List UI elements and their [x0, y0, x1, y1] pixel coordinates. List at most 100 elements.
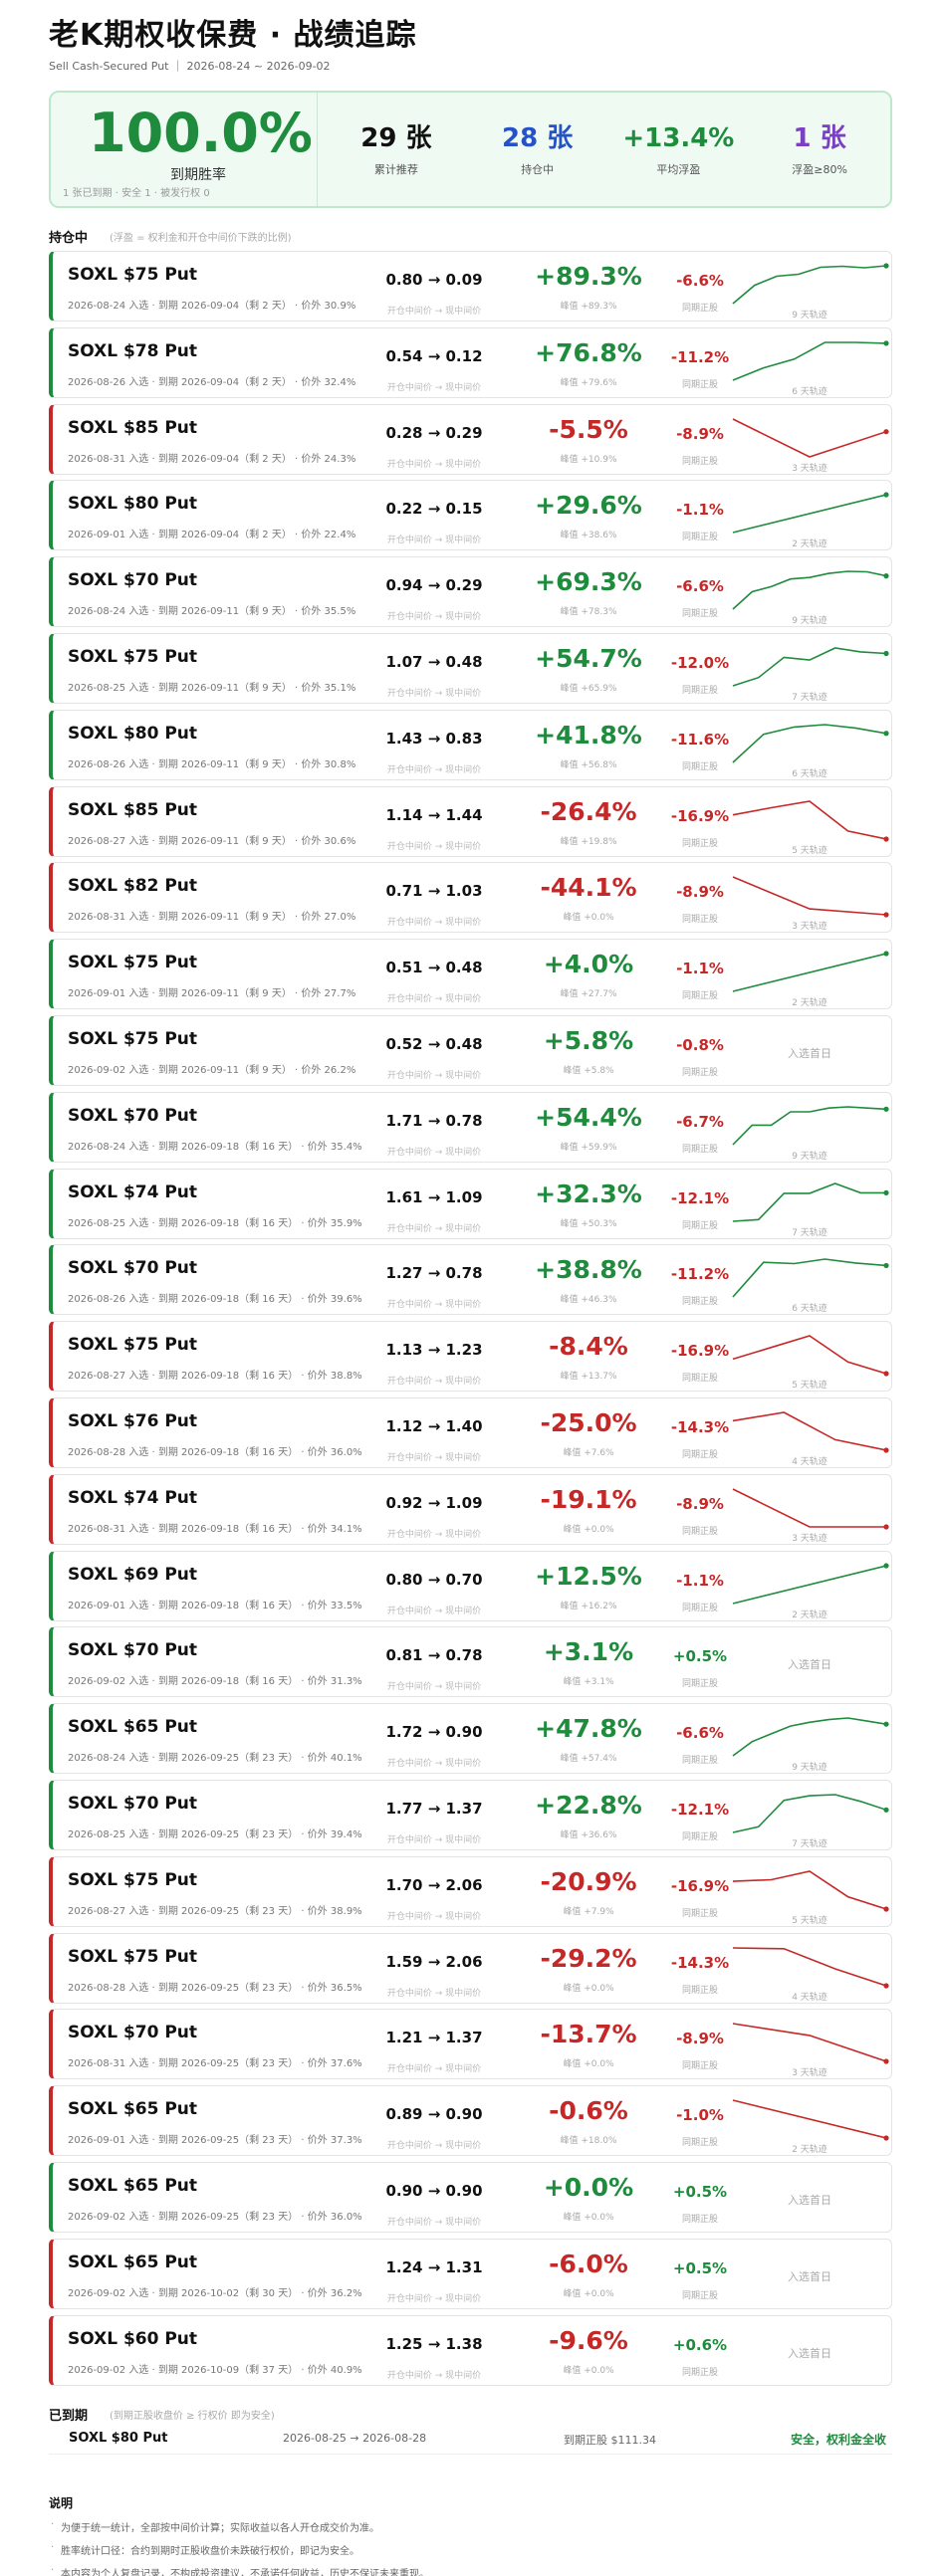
- holding-row[interactable]: SOXL $75 Put 2026-08-27 入选 · 到期 2026-09-2…: [49, 1855, 892, 1927]
- holding-strike: SOXL $85 Put: [68, 799, 198, 820]
- sparkline-end-dot: [883, 1371, 889, 1377]
- holding-meta: 2026-08-24 入选 · 到期 2026-09-25（剩 23 天） · …: [68, 1753, 362, 1765]
- current-price: 1.09: [445, 1493, 483, 1512]
- holding-row[interactable]: SOXL $75 Put 2026-08-24 入选 · 到期 2026-09-0…: [49, 251, 892, 322]
- price-caption: 开仓中间价 → 现中间价: [386, 1606, 482, 1616]
- expired-close-price: 到期正股 $111.34: [564, 2433, 656, 2447]
- underlying-label: 同期正股: [681, 2214, 718, 2225]
- holding-pnl: -20.9%: [540, 1866, 637, 1896]
- price-caption: 开仓中间价 → 现中间价: [386, 688, 482, 699]
- holdings-list: SOXL $75 Put 2026-08-24 入选 · 到期 2026-09-0…: [49, 251, 892, 2386]
- holding-prices: 0.22 → 0.15: [379, 500, 489, 518]
- underlying-change: -6.6%: [676, 272, 724, 290]
- holding-prices: 1.43 → 0.83: [379, 730, 489, 748]
- holding-row[interactable]: SOXL $80 Put 2026-09-01 入选 · 到期 2026-09-0…: [49, 480, 892, 551]
- underlying-label: 同期正股: [681, 2367, 718, 2378]
- holding-strike: SOXL $69 Put: [68, 1564, 198, 1585]
- price-caption: 开仓中间价 → 现中间价: [386, 1452, 482, 1463]
- underlying-label: 同期正股: [681, 1985, 718, 1996]
- holding-strike: SOXL $65 Put: [68, 2252, 198, 2272]
- price-caption: 开仓中间价 → 现中间价: [386, 1147, 482, 1158]
- open-price: 0.80: [385, 271, 423, 289]
- sparkline-label: 9 天轨迹: [792, 616, 827, 627]
- holding-row[interactable]: SOXL $75 Put 2026-09-01 入选 · 到期 2026-09-1…: [49, 939, 892, 1010]
- holding-peak: 峰值 +18.0%: [560, 2136, 617, 2147]
- holding-row[interactable]: SOXL $70 Put 2026-09-02 入选 · 到期 2026-09-1…: [49, 1626, 892, 1698]
- holding-row[interactable]: SOXL $70 Put 2026-08-25 入选 · 到期 2026-09-2…: [49, 1779, 892, 1850]
- underlying-label: 同期正股: [681, 1679, 718, 1690]
- price-caption: 开仓中间价 → 现中间价: [386, 994, 482, 1005]
- open-price: 1.24: [385, 2257, 423, 2276]
- holding-row[interactable]: SOXL $70 Put 2026-08-26 入选 · 到期 2026-09-1…: [49, 1244, 892, 1316]
- holdings-title: 持仓中: [49, 230, 89, 246]
- expired-row[interactable]: SOXL $80 Put 2026-08-25 → 2026-08-28 到期正…: [49, 2423, 892, 2455]
- holding-row[interactable]: SOXL $75 Put 2026-09-02 入选 · 到期 2026-09-1…: [49, 1014, 892, 1086]
- arrow-icon: →: [422, 1952, 446, 1971]
- holding-row[interactable]: SOXL $75 Put 2026-08-25 入选 · 到期 2026-09-1…: [49, 632, 892, 704]
- holding-prices: 0.92 → 1.09: [379, 1494, 489, 1512]
- holding-row[interactable]: SOXL $76 Put 2026-08-28 入选 · 到期 2026-09-1…: [49, 1396, 892, 1468]
- sparkline-label: 9 天轨迹: [792, 1763, 827, 1774]
- price-caption: 开仓中间价 → 现中间价: [386, 2064, 482, 2075]
- holding-row[interactable]: SOXL $65 Put 2026-09-01 入选 · 到期 2026-09-2…: [49, 2085, 892, 2157]
- holding-row[interactable]: SOXL $74 Put 2026-08-25 入选 · 到期 2026-09-1…: [49, 1168, 892, 1239]
- arrow-icon: →: [422, 1341, 446, 1360]
- arrow-icon: →: [422, 576, 446, 595]
- holding-row[interactable]: SOXL $70 Put 2026-08-24 入选 · 到期 2026-09-1…: [49, 1091, 892, 1163]
- holding-meta: 2026-08-25 入选 · 到期 2026-09-18（剩 16 天） · …: [68, 1217, 362, 1229]
- holding-peak: 峰值 +13.7%: [560, 1372, 617, 1383]
- holding-row[interactable]: SOXL $75 Put 2026-08-28 入选 · 到期 2026-09-2…: [49, 1932, 892, 2004]
- current-price: 1.23: [445, 1341, 483, 1360]
- holding-row[interactable]: SOXL $78 Put 2026-08-26 入选 · 到期 2026-09-0…: [49, 326, 892, 398]
- underlying-label: 同期正股: [681, 1908, 718, 1919]
- expired-strike: SOXL $80 Put: [69, 2430, 168, 2446]
- sparkline-chart: [732, 1562, 889, 1605]
- holding-row[interactable]: SOXL $60 Put 2026-09-02 入选 · 到期 2026-10-0…: [49, 2314, 892, 2386]
- holding-row[interactable]: SOXL $85 Put 2026-08-31 入选 · 到期 2026-09-0…: [49, 403, 892, 475]
- holding-peak: 峰值 +65.9%: [560, 683, 617, 694]
- current-price: 1.09: [445, 1187, 483, 1206]
- arrow-icon: →: [422, 1187, 446, 1206]
- holding-meta: 2026-09-01 入选 · 到期 2026-09-25（剩 23 天） · …: [68, 2135, 362, 2147]
- holding-row[interactable]: SOXL $85 Put 2026-08-27 入选 · 到期 2026-09-1…: [49, 785, 892, 857]
- sparkline-path: [732, 1564, 887, 1605]
- first-day-label: 入选首日: [788, 2346, 831, 2360]
- sparkline-chart: [732, 799, 889, 842]
- sparkline-chart: [732, 1794, 889, 1833]
- holding-row[interactable]: SOXL $70 Put 2026-08-24 入选 · 到期 2026-09-1…: [49, 556, 892, 628]
- holding-peak: 峰值 +46.3%: [560, 1295, 617, 1306]
- note-item: 本内容为个人复盘记录，不构成投资建议，不承诺任何收益，历史不保证未来重现。: [49, 2565, 892, 2576]
- holding-prices: 1.24 → 1.31: [379, 2258, 489, 2276]
- sparkline-label: 3 天轨迹: [792, 2068, 827, 2079]
- sparkline-chart: [732, 1258, 889, 1298]
- sparkline-end-dot: [883, 1721, 889, 1727]
- holding-row[interactable]: SOXL $65 Put 2026-09-02 入选 · 到期 2026-09-2…: [49, 2161, 892, 2233]
- current-price: 0.90: [445, 1723, 483, 1742]
- underlying-label: 同期正股: [681, 1220, 718, 1231]
- holding-row[interactable]: SOXL $74 Put 2026-08-31 入选 · 到期 2026-09-1…: [49, 1473, 892, 1545]
- holding-peak: 峰值 +0.0%: [563, 1524, 614, 1535]
- current-price: 0.48: [445, 959, 483, 977]
- arrow-icon: →: [422, 1875, 446, 1894]
- holding-row[interactable]: SOXL $65 Put 2026-09-02 入选 · 到期 2026-10-0…: [49, 2238, 892, 2309]
- underlying-change: -6.6%: [676, 577, 724, 596]
- underlying-change: -8.9%: [676, 1494, 724, 1513]
- price-caption: 开仓中间价 → 现中间价: [386, 1988, 482, 1999]
- holding-row[interactable]: SOXL $75 Put 2026-08-27 入选 · 到期 2026-09-1…: [49, 1321, 892, 1393]
- holding-row[interactable]: SOXL $82 Put 2026-08-31 入选 · 到期 2026-09-1…: [49, 862, 892, 934]
- holding-row[interactable]: SOXL $70 Put 2026-08-31 入选 · 到期 2026-09-2…: [49, 2009, 892, 2080]
- price-caption: 开仓中间价 → 现中间价: [386, 1759, 482, 1770]
- holding-peak: 峰值 +0.0%: [563, 2288, 614, 2299]
- holding-row[interactable]: SOXL $65 Put 2026-08-24 入选 · 到期 2026-09-2…: [49, 1703, 892, 1775]
- price-caption: 开仓中间价 → 现中间价: [386, 2141, 482, 2152]
- sparkline-label: 2 天轨迹: [792, 1610, 827, 1620]
- expired-summary-note: 1 张已到期 · 安全 1 · 被发行权 0: [63, 188, 210, 199]
- current-price: 0.48: [445, 1034, 483, 1053]
- price-caption: 开仓中间价 → 现中间价: [386, 1682, 482, 1693]
- sparkline-chart: [732, 1869, 889, 1912]
- sparkline-end-dot: [883, 650, 889, 657]
- holding-row[interactable]: SOXL $69 Put 2026-09-01 入选 · 到期 2026-09-1…: [49, 1550, 892, 1621]
- holding-row[interactable]: SOXL $80 Put 2026-08-26 入选 · 到期 2026-09-1…: [49, 709, 892, 780]
- current-price: 0.29: [445, 576, 483, 595]
- current-price: 1.40: [445, 1416, 483, 1435]
